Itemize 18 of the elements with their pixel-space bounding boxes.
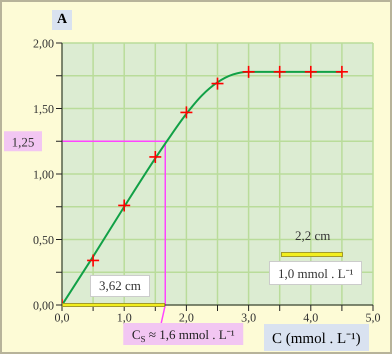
x-tick-label: 4,0: [303, 310, 318, 325]
y-tick-label: 1,00: [33, 167, 54, 182]
y-axis-title: A: [52, 10, 72, 30]
ref-line-label: 1,25: [12, 134, 34, 150]
x-tick-label: 3,0: [241, 310, 256, 325]
legend-label: C$_{S}$ ≈ 1,6 mmol . L⁻¹: [132, 327, 235, 344]
x-tick-label: 5,0: [366, 310, 380, 325]
x-axis-title: C (mmol . L⁻¹): [264, 324, 369, 351]
y-tick-label: 0,50: [33, 232, 54, 247]
y-tick-label: 2,00: [33, 36, 54, 50]
annotation: 3,62 cm: [90, 275, 150, 297]
annotation: 1,0 mmol . L⁻¹: [269, 261, 362, 285]
x-tick-label: 2,0: [178, 310, 194, 325]
x-tick-label: 1,0: [116, 310, 132, 325]
y-tick-label: 0,00: [33, 298, 54, 312]
y-tick-label: 1,50: [33, 102, 54, 116]
x-tick-label: 0,0: [54, 310, 70, 325]
annotation: 2,2 cm: [294, 227, 332, 245]
